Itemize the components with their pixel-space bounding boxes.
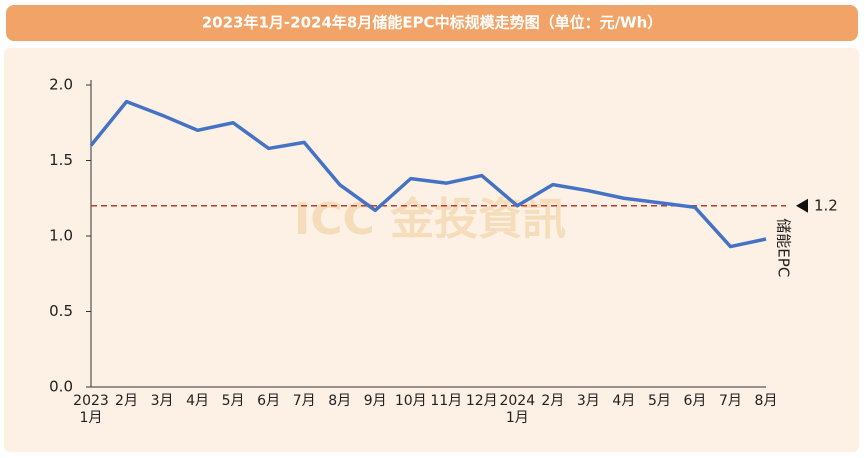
x-tick-label: 8月 [328,393,352,409]
x-tick-label: 10月 [394,393,427,409]
x-tick-label: 7月 [719,393,742,409]
y-tick-label: 1.5 [49,151,73,169]
x-tick-label: 2023 1月 [73,393,109,426]
reference-label: 1.2 [814,196,838,214]
x-tick-label: 2月 [541,393,565,409]
y-tick-label: 1.0 [49,227,73,245]
x-tick-label: 6月 [257,393,281,409]
x-tick-label: 12月 [465,393,498,409]
x-tick-label: 4月 [612,393,636,409]
x-tick-label: 7月 [292,393,316,409]
x-tick-label: 11月 [430,393,463,409]
title-bar [6,5,858,41]
x-tick-label: 2月 [115,393,138,409]
x-tick-label: 3月 [576,393,600,409]
x-tick-label: 5月 [647,393,671,409]
panel [4,48,859,452]
x-tick-label: 6月 [683,393,707,409]
reference-arrow [796,198,808,213]
chart-title: 2023年1月-2024年8月储能EPC中标规模走势图（单位：元/Wh） [202,14,663,32]
y-tick-label: 0.0 [49,378,73,396]
x-tick-label: 9月 [363,393,387,409]
x-tick-label: 8月 [754,393,778,409]
x-tick-label: 3月 [150,393,174,409]
x-tick-label: 2024 1月 [499,393,536,426]
x-tick-label: 4月 [186,393,210,409]
y-tick-label: 0.5 [49,302,73,320]
data-line [89,99,767,249]
y-tick-label: 2.0 [49,76,73,94]
x-tick-label: 5月 [221,393,245,409]
series-label: 储能EPC [775,218,793,277]
